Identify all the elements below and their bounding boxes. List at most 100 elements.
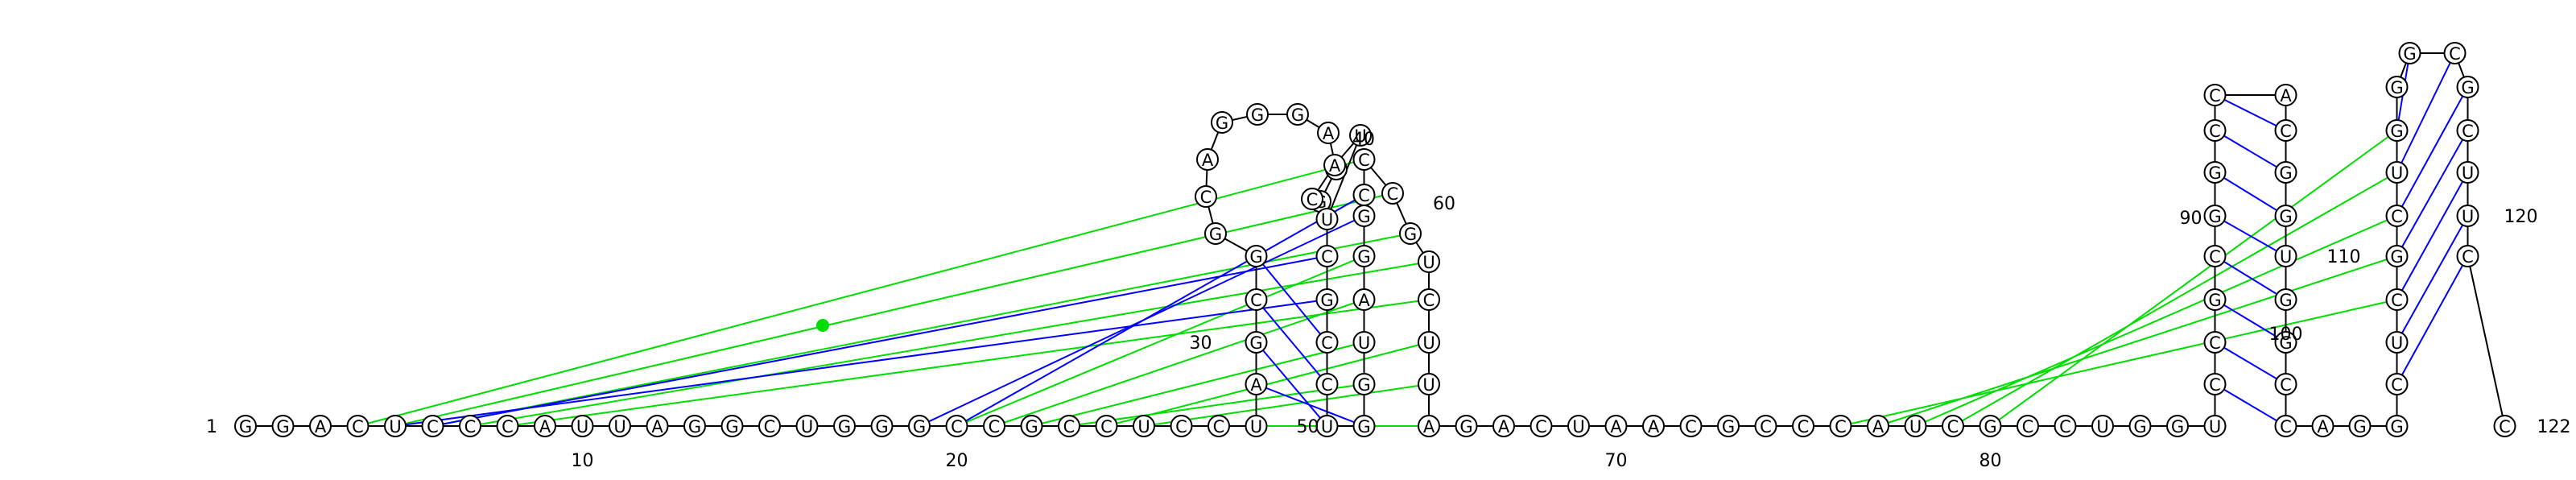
svg-text:G: G bbox=[2171, 417, 2184, 437]
base-pair-line bbox=[1877, 255, 2397, 427]
nucleotide-101: G bbox=[2274, 331, 2297, 354]
svg-text:U: U bbox=[801, 417, 813, 437]
nucleotide-15: C bbox=[758, 415, 781, 437]
nucleotide-12: A bbox=[646, 415, 669, 437]
svg-text:U: U bbox=[1321, 417, 1333, 437]
svg-text:U: U bbox=[1909, 417, 1922, 437]
svg-text:G: G bbox=[2279, 333, 2292, 353]
base-pair-line bbox=[2215, 215, 2286, 257]
position-label-60: 60 bbox=[1433, 194, 1455, 214]
svg-text:C: C bbox=[2209, 375, 2221, 395]
svg-text:G: G bbox=[2390, 122, 2403, 141]
position-label-30: 30 bbox=[1190, 333, 1212, 354]
nucleotide-119: U bbox=[2456, 161, 2479, 184]
nucleotide-59: C bbox=[1381, 182, 1404, 205]
nucleotide-35: A bbox=[1196, 148, 1219, 171]
nucleotide-54: A bbox=[1352, 288, 1376, 311]
base-pair-line bbox=[2214, 255, 2287, 300]
nucleotide-89: G bbox=[2203, 288, 2227, 311]
svg-text:A: A bbox=[651, 417, 663, 437]
nucleotide-91: G bbox=[2203, 205, 2227, 227]
nucleotide-8: C bbox=[496, 415, 519, 437]
nucleotide-7: C bbox=[459, 415, 481, 437]
base-pair-line bbox=[956, 255, 1364, 427]
nucleotide-33: G bbox=[1204, 222, 1227, 245]
nucleotide-86: U bbox=[2203, 415, 2227, 437]
nucleotide-83: U bbox=[2091, 415, 2114, 437]
nucleotide-1: G bbox=[234, 415, 257, 437]
svg-text:C: C bbox=[1175, 417, 1187, 437]
svg-text:C: C bbox=[1358, 186, 1370, 205]
svg-text:G: G bbox=[1216, 114, 1228, 133]
base-pair-line bbox=[2396, 215, 2469, 343]
nucleotide-19: G bbox=[908, 415, 931, 437]
base-pair-line bbox=[1840, 299, 2397, 427]
nucleotide-39: A bbox=[1317, 122, 1340, 144]
svg-text:G: G bbox=[1404, 225, 1417, 244]
svg-text:U: U bbox=[1137, 417, 1150, 437]
svg-text:G: G bbox=[1984, 417, 1996, 437]
nucleotide-25: U bbox=[1133, 415, 1155, 437]
svg-text:U: U bbox=[1321, 210, 1333, 230]
svg-text:G: G bbox=[2390, 247, 2403, 267]
svg-text:A: A bbox=[1323, 124, 1335, 143]
nucleotide-70: A bbox=[1604, 415, 1628, 437]
svg-text:C: C bbox=[1835, 417, 1847, 437]
svg-text:C: C bbox=[2462, 247, 2474, 267]
nucleotide-78: U bbox=[1904, 415, 1927, 437]
nucleotide-49: C bbox=[1315, 373, 1339, 395]
svg-text:U: U bbox=[2391, 333, 2403, 353]
svg-text:U: U bbox=[2462, 207, 2474, 226]
pseudoknot-marker bbox=[816, 319, 829, 332]
base-pair-line bbox=[2396, 255, 2469, 385]
nucleotide-57: C bbox=[1352, 184, 1376, 206]
svg-text:G: G bbox=[1249, 333, 1262, 353]
svg-text:U: U bbox=[576, 417, 588, 437]
position-label-120: 120 bbox=[2504, 207, 2538, 227]
svg-text:C: C bbox=[764, 417, 776, 437]
nucleotide-111: C bbox=[2385, 205, 2409, 227]
nucleotide-114: G bbox=[2385, 76, 2409, 98]
nucleotide-90: C bbox=[2203, 245, 2227, 267]
svg-text:G: G bbox=[2133, 417, 2146, 437]
nucleotide-96: C bbox=[2274, 119, 2297, 142]
nucleotide-48: C bbox=[1315, 331, 1339, 354]
base-pair-line bbox=[2214, 130, 2287, 173]
base-pair-line bbox=[1143, 383, 1430, 427]
nucleotide-102: C bbox=[2274, 373, 2297, 395]
nucleotide-80: G bbox=[1979, 415, 2002, 437]
nucleotide-28: U bbox=[1245, 415, 1268, 437]
nucleotide-5: U bbox=[384, 415, 407, 437]
svg-text:G: G bbox=[239, 417, 252, 437]
svg-text:A: A bbox=[1498, 417, 1510, 437]
svg-text:C: C bbox=[2391, 291, 2403, 310]
svg-text:G: G bbox=[1320, 291, 1333, 310]
nucleotide-37: G bbox=[1246, 103, 1269, 126]
svg-text:A: A bbox=[1610, 417, 1622, 437]
svg-text:U: U bbox=[2462, 163, 2474, 183]
svg-text:U: U bbox=[1572, 417, 1584, 437]
nucleotide-18: G bbox=[870, 415, 894, 437]
svg-text:G: G bbox=[1251, 106, 1264, 125]
nucleotide-106: G bbox=[2385, 415, 2409, 437]
nucleotide-67: A bbox=[1492, 415, 1515, 437]
svg-text:C: C bbox=[2462, 122, 2474, 141]
nucleotide-99: U bbox=[2274, 245, 2297, 267]
nucleotide-45: U bbox=[1315, 208, 1339, 230]
svg-text:C: C bbox=[427, 417, 439, 437]
nucleotide-58: C bbox=[1352, 148, 1376, 171]
svg-text:G: G bbox=[2461, 78, 2474, 97]
nucleotide-52: G bbox=[1352, 373, 1376, 395]
nucleotide-92: G bbox=[2203, 161, 2227, 184]
base-pair-line bbox=[2214, 383, 2287, 427]
nucleotide-115: G bbox=[2398, 42, 2421, 64]
svg-text:C: C bbox=[1535, 417, 1547, 437]
svg-text:C: C bbox=[1100, 417, 1113, 437]
nucleotide-71: A bbox=[1642, 415, 1665, 437]
nucleotide-73: G bbox=[1717, 415, 1740, 437]
position-label-20: 20 bbox=[946, 451, 968, 471]
svg-text:C: C bbox=[2209, 333, 2221, 353]
position-label-70: 70 bbox=[1605, 451, 1628, 471]
svg-text:C: C bbox=[1213, 417, 1225, 437]
